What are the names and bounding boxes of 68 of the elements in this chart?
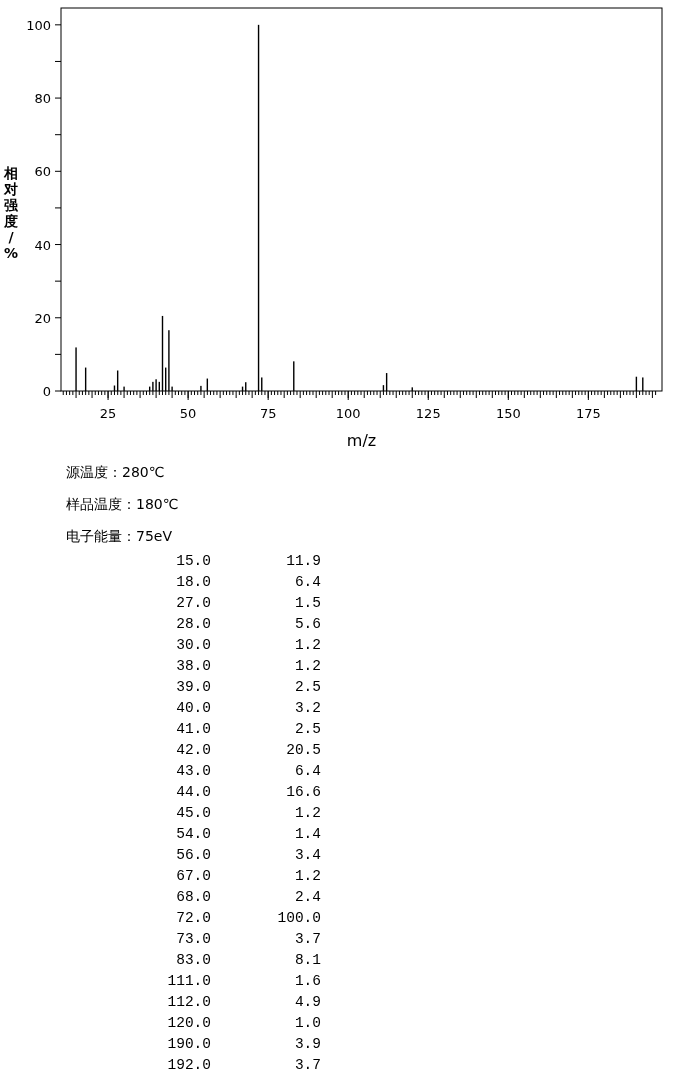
text: 42.0	[176, 742, 211, 758]
text: 120.0	[167, 1015, 211, 1031]
x-tick-label: 25	[99, 406, 117, 421]
y-tick-label: 0	[42, 384, 51, 399]
text: 68.0	[176, 889, 211, 905]
text: 1.2	[294, 658, 321, 674]
text: 83.0	[176, 952, 211, 968]
text: 192.0	[167, 1057, 211, 1073]
text: 16.6	[286, 784, 321, 800]
y-tick-label: 100	[26, 17, 51, 33]
x-tick-label: 150	[495, 406, 521, 421]
y-tick-label: 60	[34, 164, 51, 180]
text: 27.0	[176, 595, 211, 611]
text: 1.6	[294, 973, 321, 989]
x-tick-label: 50	[179, 406, 197, 421]
text: 3.7	[294, 1057, 321, 1073]
text: 54.0	[176, 826, 211, 842]
x-tick-label: 75	[259, 406, 277, 421]
text: 100.0	[277, 910, 321, 926]
text: 72.0	[176, 910, 211, 926]
text: 67.0	[176, 868, 211, 884]
text: 5.6	[294, 616, 321, 632]
text: 1.2	[294, 637, 321, 653]
y-tick-label: 80	[34, 91, 51, 107]
text: 1.5	[294, 595, 321, 611]
x-tick-label: 125	[415, 406, 441, 421]
text: 电子能量：75eV	[66, 528, 173, 544]
text: 2.4	[294, 889, 321, 905]
text: 4.9	[294, 994, 321, 1010]
text: 41.0	[176, 721, 211, 737]
text: 15.0	[176, 553, 211, 569]
x-tick-label: 100	[335, 406, 361, 421]
text: 20.5	[286, 742, 321, 758]
text: 1.0	[294, 1015, 321, 1031]
text: 56.0	[176, 847, 211, 863]
text: 111.0	[167, 973, 211, 989]
text: 40.0	[176, 700, 211, 716]
text: 112.0	[167, 994, 211, 1010]
text: 73.0	[176, 931, 211, 947]
text: 30.0	[176, 637, 211, 653]
text: 2.5	[294, 721, 321, 737]
y-axis-title: 相对强度/%	[3, 165, 19, 261]
text: 3.4	[294, 847, 321, 863]
text: 2.5	[294, 679, 321, 695]
x-axis-title: m/z	[346, 431, 377, 450]
y-tick-label: 20	[34, 310, 51, 326]
text: 39.0	[176, 679, 211, 695]
text: 6.4	[294, 763, 321, 779]
text: 3.9	[294, 1036, 321, 1052]
text: 6.4	[294, 574, 321, 590]
text: 44.0	[176, 784, 211, 800]
text: 18.0	[176, 574, 211, 590]
text: 1.2	[294, 868, 321, 884]
x-tick-label: 175	[575, 406, 601, 421]
text: 1.2	[294, 805, 321, 821]
text: 3.7	[294, 931, 321, 947]
text: 28.0	[176, 616, 211, 632]
text: 源温度：280℃	[66, 464, 165, 480]
text: 1.4	[294, 826, 321, 842]
text: 11.9	[286, 553, 321, 569]
text: 样品温度：180℃	[66, 496, 179, 512]
y-tick-label: 40	[34, 237, 51, 253]
text: 38.0	[176, 658, 211, 674]
text: 8.1	[294, 952, 321, 968]
text: 190.0	[167, 1036, 211, 1052]
text: 45.0	[176, 805, 211, 821]
text: 3.2	[294, 700, 321, 716]
text: 43.0	[176, 763, 211, 779]
